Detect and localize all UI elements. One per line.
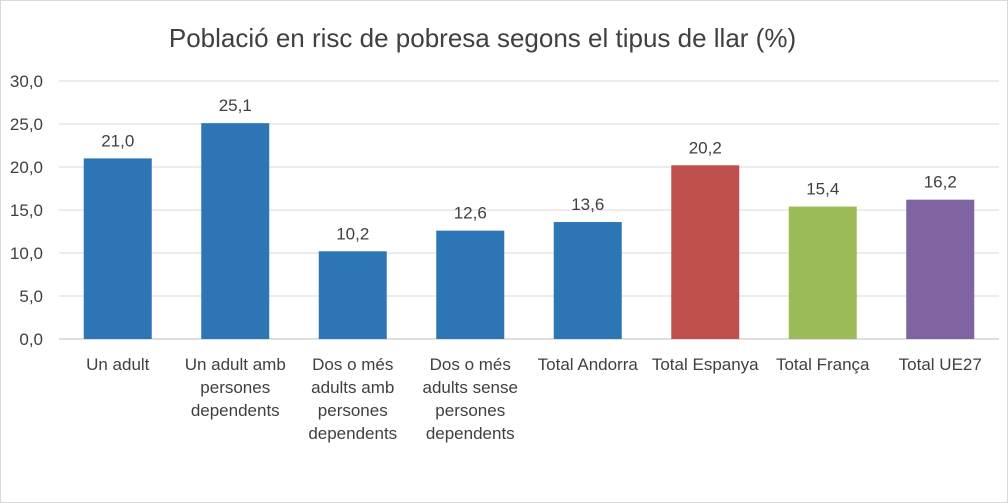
y-tick-label: 10,0 [10, 244, 43, 263]
y-tick-label: 25,0 [10, 115, 43, 134]
bar [788, 206, 857, 339]
data-label: 20,2 [689, 138, 722, 157]
y-tick-label: 0,0 [19, 330, 43, 349]
data-label: 25,1 [219, 96, 252, 115]
data-label: 21,0 [101, 131, 134, 150]
bar [436, 230, 505, 339]
x-category-label: Un adult amb persones dependents [185, 355, 286, 420]
x-category-label: Total Andorra [538, 355, 639, 374]
data-label: 13,6 [571, 195, 604, 214]
bar [83, 158, 152, 339]
data-label: 16,2 [924, 173, 957, 192]
y-tick-label: 30,0 [10, 72, 43, 91]
x-category-label: Dos o més adults amb persones dependents [308, 355, 397, 443]
bar [553, 222, 622, 339]
y-tick-label: 20,0 [10, 158, 43, 177]
data-label: 12,6 [454, 204, 487, 223]
bar [906, 199, 975, 339]
x-category-label: Total Espanya [652, 355, 759, 374]
x-category-label: Total UE27 [899, 355, 982, 374]
x-category-label: Total França [776, 355, 870, 374]
bar [671, 165, 740, 339]
bar [201, 123, 270, 339]
x-category-label: Un adult [86, 355, 150, 374]
chart-title: Població en risc de pobresa segons el ti… [168, 23, 797, 53]
y-tick-label: 15,0 [10, 201, 43, 220]
y-tick-label: 5,0 [19, 287, 43, 306]
bar [318, 251, 387, 339]
x-category-label: Dos o més adults sense persones dependents [423, 355, 518, 443]
data-label: 15,4 [806, 180, 839, 199]
data-label: 10,2 [336, 224, 369, 243]
